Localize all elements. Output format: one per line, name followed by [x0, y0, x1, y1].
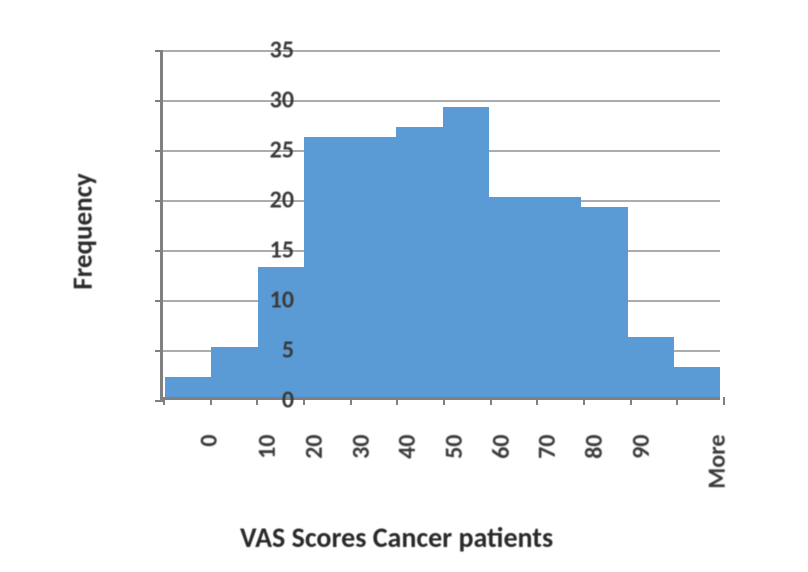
- x-tick-label: 40: [393, 435, 422, 459]
- x-tick-mark: [350, 397, 352, 405]
- y-tick-mark: [155, 150, 163, 152]
- histogram-bar: [165, 377, 211, 397]
- y-tick-mark: [155, 250, 163, 252]
- y-tick-label: 25: [234, 136, 294, 165]
- y-tick-label: 5: [234, 336, 294, 365]
- histogram-bar: [628, 337, 674, 397]
- histogram-bar: [535, 197, 581, 397]
- y-tick-label: 10: [234, 286, 294, 315]
- x-tick-label: 80: [580, 435, 609, 459]
- x-tick-mark: [630, 397, 632, 405]
- y-tick-mark: [155, 300, 163, 302]
- histogram-chart: Frequency VAS Scores Cancer patients 051…: [60, 30, 760, 530]
- x-tick-label: 50: [440, 435, 469, 459]
- y-tick-mark: [155, 50, 163, 52]
- y-tick-label: 0: [234, 386, 294, 415]
- y-tick-label: 20: [234, 186, 294, 215]
- x-tick-mark: [303, 397, 305, 405]
- x-tick-mark: [210, 397, 212, 405]
- y-tick-label: 35: [234, 36, 294, 65]
- x-tick-label: 30: [346, 435, 375, 459]
- histogram-bar: [674, 367, 720, 397]
- x-tick-label: 70: [533, 435, 562, 459]
- x-tick-label: 60: [486, 435, 515, 459]
- x-axis-label: VAS Scores Cancer patients: [240, 520, 553, 555]
- y-tick-label: 15: [234, 236, 294, 265]
- x-tick-label: 90: [626, 435, 655, 459]
- x-tick-label: 0: [194, 435, 223, 447]
- histogram-bar: [489, 197, 535, 397]
- x-tick-mark: [396, 397, 398, 405]
- x-tick-mark: [536, 397, 538, 405]
- x-tick-mark: [676, 397, 678, 405]
- x-tick-label: 20: [300, 435, 329, 459]
- x-tick-mark: [443, 397, 445, 405]
- x-tick-mark: [163, 397, 165, 405]
- histogram-bar: [443, 107, 489, 397]
- histogram-bar: [581, 207, 627, 397]
- x-tick-label: More: [703, 435, 732, 489]
- y-axis-label: Frequency: [67, 173, 100, 289]
- histogram-bar: [350, 137, 396, 397]
- y-tick-mark: [155, 200, 163, 202]
- x-tick-mark: [723, 397, 725, 405]
- x-tick-label: 10: [253, 435, 282, 459]
- y-tick-mark: [155, 350, 163, 352]
- y-tick-mark: [155, 100, 163, 102]
- histogram-bar: [396, 127, 442, 397]
- x-tick-mark: [583, 397, 585, 405]
- y-tick-label: 30: [234, 86, 294, 115]
- y-tick-mark: [155, 400, 163, 402]
- histogram-bar: [304, 137, 350, 397]
- x-tick-mark: [490, 397, 492, 405]
